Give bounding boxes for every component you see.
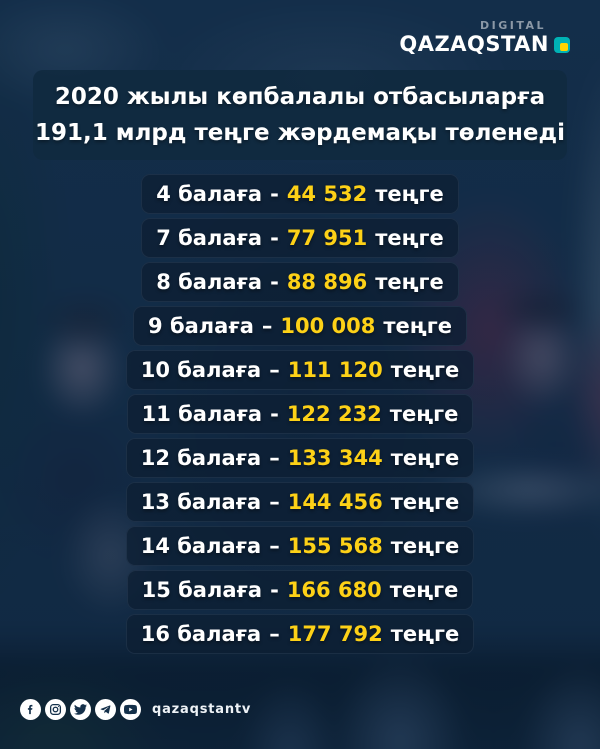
row-amount: 77 951 xyxy=(286,226,368,250)
row-children-label: 10 балаға xyxy=(140,358,262,382)
row-currency-unit: теңге xyxy=(375,182,444,206)
row-amount: 144 456 xyxy=(287,490,383,514)
row-separator: - xyxy=(270,182,279,206)
row-children-label: 15 балаға xyxy=(141,578,263,602)
row-children-label: 9 балаға xyxy=(148,314,254,338)
title-line-1: 2020 жылы көпбалалы отбасыларға xyxy=(54,84,546,110)
row-separator: – xyxy=(269,534,280,558)
row-currency-unit: теңге xyxy=(389,578,459,602)
digital-qazaqstan-logo: DIGITAL QAZAQSTAN xyxy=(399,20,570,55)
row-children-label: 16 балаға xyxy=(140,622,262,646)
row-currency-unit: теңге xyxy=(390,358,460,382)
row-separator: – xyxy=(269,358,280,382)
instagram-icon xyxy=(45,699,66,720)
row-children-label: 11 балаға xyxy=(141,402,263,426)
row-children-label: 8 балаға xyxy=(156,270,263,294)
row-children-label: 12 балаға xyxy=(140,446,262,470)
row-children-label: 4 балаға xyxy=(156,182,263,206)
title-card: 2020 жылы көпбалалы отбасыларға 191,1 мл… xyxy=(33,70,567,160)
row-separator: – xyxy=(261,314,273,338)
benefit-list: 4 балаға - 44 532 теңге 7 балаға - 77 95… xyxy=(0,174,600,654)
row-currency-unit: теңге xyxy=(390,622,460,646)
facebook-icon xyxy=(20,699,41,720)
benefit-row: 16 балаға – 177 792 теңге xyxy=(125,614,475,654)
row-currency-unit: теңге xyxy=(375,270,444,294)
logo-digital-text: DIGITAL xyxy=(479,19,546,32)
social-handle: qazaqstantv xyxy=(152,702,252,717)
row-amount: 88 896 xyxy=(286,270,368,294)
flag-mark-icon xyxy=(554,36,570,53)
row-amount: 100 008 xyxy=(280,314,376,338)
benefit-row: 14 балаға – 155 568 теңге xyxy=(125,526,475,566)
benefit-row: 8 балаға - 88 896 теңге xyxy=(141,262,459,302)
row-currency-unit: теңге xyxy=(390,490,460,514)
row-separator: - xyxy=(270,578,279,602)
row-currency-unit: теңге xyxy=(375,226,444,250)
benefit-row: 9 балаға – 100 008 теңге xyxy=(133,306,467,346)
row-separator: - xyxy=(270,270,279,294)
row-amount: 166 680 xyxy=(286,578,382,602)
row-currency-unit: теңге xyxy=(389,402,459,426)
logo-qazaqstan-text: QAZAQSTAN xyxy=(399,32,549,56)
row-amount: 133 344 xyxy=(287,446,383,470)
benefit-row: 13 балаға – 144 456 теңге xyxy=(125,482,475,522)
row-currency-unit: теңге xyxy=(390,534,460,558)
row-separator: - xyxy=(270,226,279,250)
row-separator: – xyxy=(269,446,280,470)
benefit-row: 11 балаға - 122 232 теңге xyxy=(126,394,474,434)
telegram-icon xyxy=(95,699,116,720)
title-line-2: 191,1 млрд теңге жәрдемақы төленеді xyxy=(35,120,565,146)
benefit-row: 7 балаға - 77 951 теңге xyxy=(141,218,459,258)
row-children-label: 14 балаға xyxy=(140,534,262,558)
row-separator: – xyxy=(269,490,280,514)
benefit-row: 15 балаға - 166 680 теңге xyxy=(126,570,474,610)
row-amount: 122 232 xyxy=(286,402,382,426)
benefit-row: 12 балаға – 133 344 теңге xyxy=(125,438,475,478)
row-separator: – xyxy=(269,622,280,646)
row-children-label: 7 балаға xyxy=(156,226,263,250)
social-footer: qazaqstantv xyxy=(20,699,251,720)
row-currency-unit: теңге xyxy=(383,314,452,338)
twitter-icon xyxy=(70,699,91,720)
row-separator: - xyxy=(270,402,279,426)
row-amount: 155 568 xyxy=(287,534,383,558)
row-amount: 111 120 xyxy=(287,358,383,382)
row-currency-unit: теңге xyxy=(390,446,460,470)
benefit-row: 10 балаға – 111 120 теңге xyxy=(125,350,475,390)
row-children-label: 13 балаға xyxy=(140,490,262,514)
benefit-row: 4 балаға - 44 532 теңге xyxy=(141,174,459,214)
youtube-icon xyxy=(120,699,141,720)
row-amount: 177 792 xyxy=(287,622,383,646)
row-amount: 44 532 xyxy=(286,182,368,206)
